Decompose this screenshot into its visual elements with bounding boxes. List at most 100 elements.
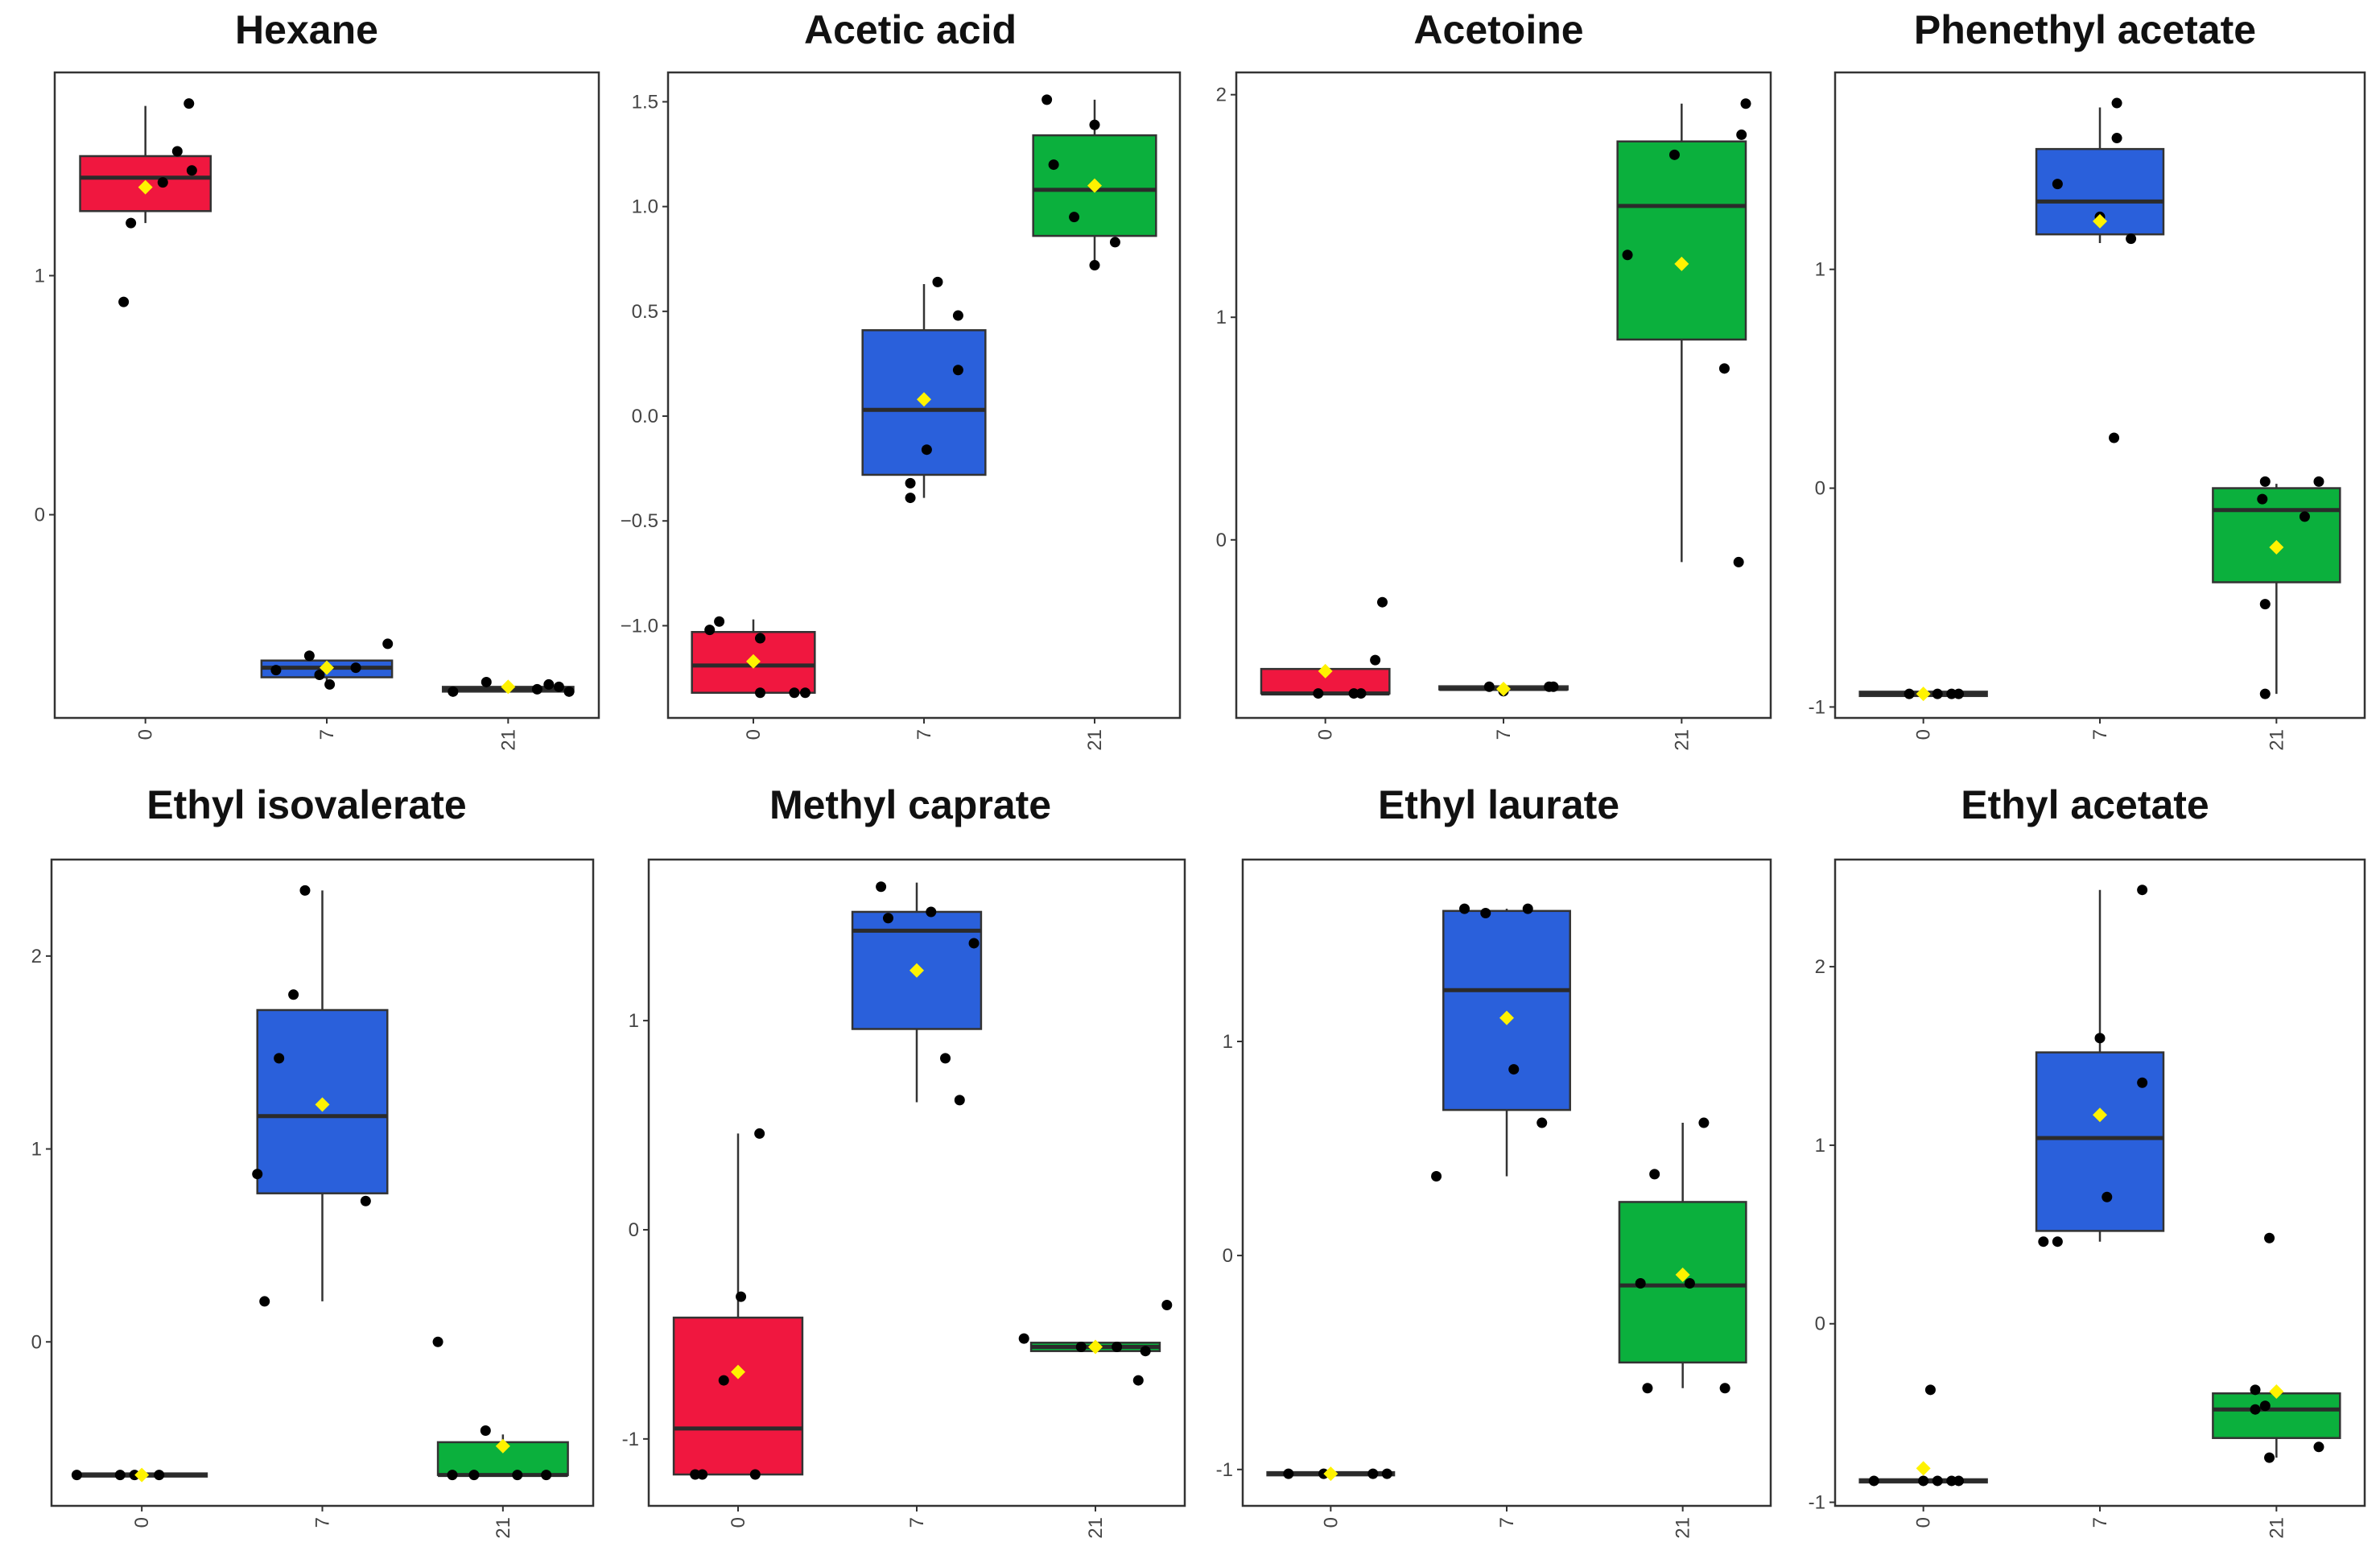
mean-marker xyxy=(1916,687,1931,702)
data-point xyxy=(1668,149,1680,160)
chart-title: Ethyl laurate xyxy=(1377,782,1620,827)
x-tick-label: 0 xyxy=(135,729,157,740)
data-point xyxy=(2259,1400,2271,1412)
y-tick-label: 1 xyxy=(629,1010,639,1032)
mean-marker xyxy=(315,1097,330,1112)
y-tick-label: -1 xyxy=(1809,1492,1825,1514)
data-point xyxy=(736,1291,747,1302)
data-point xyxy=(2052,179,2063,190)
data-point xyxy=(1719,1383,1730,1394)
y-tick-label: 2 xyxy=(1216,85,1227,106)
data-point xyxy=(114,1470,126,1481)
y-tick-label: 0 xyxy=(31,1331,42,1353)
data-point xyxy=(531,683,542,695)
data-point xyxy=(553,681,564,692)
panel-acetic-acid: Acetic acid −1.0 −0.5 0.0 0.5 1.0 1.5 0 7 21 xyxy=(613,0,1207,782)
data-point xyxy=(940,1053,951,1064)
data-point xyxy=(1112,1341,1123,1352)
data-point xyxy=(749,1469,761,1480)
data-point xyxy=(1367,1468,1379,1479)
mean-marker xyxy=(501,679,516,695)
data-point xyxy=(1635,1277,1646,1289)
data-point xyxy=(1924,1384,1936,1396)
mean-marker xyxy=(1323,1466,1338,1482)
x-tick-label: 0 xyxy=(1913,729,1935,740)
y-tick-label: 0 xyxy=(1815,1313,1825,1335)
x-tick-label: 21 xyxy=(1085,1517,1107,1539)
y-tick-label: 0 xyxy=(1216,530,1227,551)
chart-svg: -1 0 1 0 7 21 xyxy=(622,858,1186,1539)
data-point xyxy=(754,687,765,699)
chart-svg: -1 0 1 2 0 7 21 xyxy=(1809,858,2366,1539)
data-point xyxy=(186,165,197,176)
mean-marker xyxy=(1496,682,1511,697)
data-point xyxy=(1932,688,1943,699)
data-point xyxy=(2313,1441,2324,1453)
chart-svg: -1 0 1 0 7 21 xyxy=(1216,858,1772,1539)
data-point xyxy=(2126,233,2137,245)
data-point xyxy=(1075,1341,1087,1352)
data-point xyxy=(1480,907,1491,918)
x-tick-label: 0 xyxy=(1913,1517,1935,1528)
data-point xyxy=(754,1128,765,1139)
data-point xyxy=(274,1053,285,1064)
mean-marker xyxy=(1674,256,1689,271)
data-point xyxy=(1536,1117,1548,1128)
x-tick-label: 0 xyxy=(743,729,765,740)
data-point xyxy=(259,1296,270,1307)
y-tick-label: 0.0 xyxy=(632,406,658,427)
y-tick-label: 1 xyxy=(35,265,45,287)
x-tick-label: 7 xyxy=(1496,1517,1518,1528)
data-point xyxy=(2111,97,2122,109)
data-point xyxy=(1684,1277,1695,1289)
data-point xyxy=(2259,688,2271,699)
y-tick-label: 0 xyxy=(1815,478,1825,500)
data-point xyxy=(1370,654,1381,666)
data-point xyxy=(952,310,963,321)
mean-marker xyxy=(2269,539,2284,555)
data-point xyxy=(350,662,361,674)
y-tick-label: 1.0 xyxy=(632,196,658,218)
mean-marker xyxy=(1088,1339,1103,1355)
chart-title: Methyl caprate xyxy=(769,782,1052,827)
data-point xyxy=(1313,688,1324,699)
chart-title: Ethyl isovalerate xyxy=(146,782,467,827)
data-point xyxy=(2264,1452,2275,1463)
box xyxy=(1616,140,1747,341)
data-point xyxy=(1355,688,1367,699)
data-point xyxy=(1459,903,1470,914)
y-tick-label: 1 xyxy=(1223,1031,1233,1053)
mean-marker xyxy=(2093,1107,2107,1123)
x-tick-label: 7 xyxy=(906,1517,928,1528)
y-tick-label: -1 xyxy=(1216,1459,1233,1481)
data-point xyxy=(2250,1384,2261,1396)
data-point xyxy=(432,1336,443,1347)
data-point xyxy=(1089,260,1100,271)
y-tick-label: -1 xyxy=(622,1429,639,1450)
data-point xyxy=(1069,212,1080,223)
chart-svg: 0 1 0 7 21 xyxy=(35,71,600,751)
data-point xyxy=(71,1470,82,1481)
mean-marker xyxy=(1318,663,1333,678)
data-point xyxy=(360,1195,371,1206)
data-point xyxy=(1953,688,1965,699)
y-tick-label: 1 xyxy=(31,1139,42,1161)
data-point xyxy=(324,678,336,690)
mean-marker xyxy=(320,660,334,675)
x-tick-label: 0 xyxy=(728,1517,749,1528)
data-point xyxy=(2109,432,2120,443)
x-tick-label: 7 xyxy=(1493,729,1515,740)
chart-title: Ethyl acetate xyxy=(1961,782,2209,827)
data-point xyxy=(954,1095,965,1106)
data-point xyxy=(2102,1191,2113,1202)
data-point xyxy=(2094,1033,2106,1044)
data-point xyxy=(2313,476,2324,487)
y-tick-label: -1 xyxy=(1809,696,1825,718)
data-point xyxy=(303,650,315,662)
data-point xyxy=(697,1469,708,1480)
x-tick-label: 7 xyxy=(316,729,338,740)
data-point xyxy=(299,885,311,896)
mean-marker xyxy=(1499,1010,1514,1025)
data-point xyxy=(2052,1236,2063,1248)
x-tick-label: 21 xyxy=(2266,729,2287,751)
